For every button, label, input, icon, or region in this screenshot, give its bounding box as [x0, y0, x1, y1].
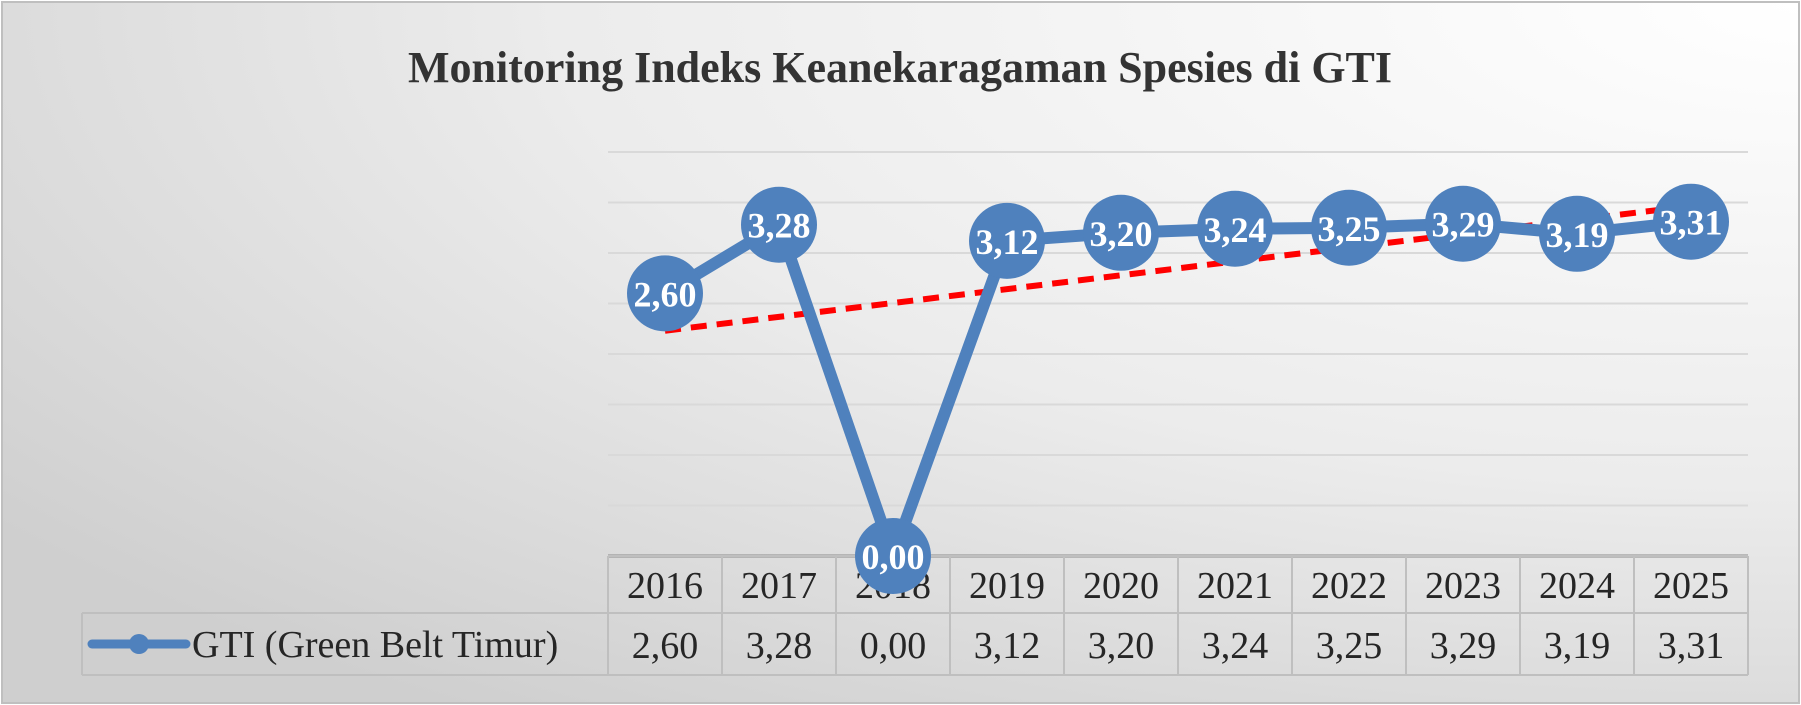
data-point [1539, 195, 1615, 272]
table-cell-value: 3,31 [1658, 625, 1725, 667]
data-label: 3,24 [1204, 210, 1267, 250]
data-label: 3,19 [1546, 215, 1609, 255]
data-label: 3,31 [1660, 203, 1723, 243]
table-cell-value: 3,25 [1316, 625, 1383, 667]
table-cell-value: 3,12 [974, 625, 1041, 667]
data-point [1311, 189, 1387, 266]
table-cell-value: 2,60 [632, 625, 699, 667]
data-point [1425, 185, 1501, 262]
series-gti: 2,60 3,28 0,00 3,12 3,20 3,24 3,25 3,29 3,19 3,31 [627, 183, 1729, 594]
data-label: 3,28 [748, 206, 811, 246]
data-table: 20162,6020173,2820180,0020193,1220203,20… [81, 555, 1749, 676]
data-point [1083, 194, 1159, 271]
series-line [661, 215, 1692, 562]
table-cell-value: 3,19 [1544, 625, 1611, 667]
data-point [1653, 183, 1729, 260]
legend-dot-marker [129, 634, 149, 654]
x-tick-label: 2025 [1653, 565, 1729, 607]
x-tick-label: 2017 [741, 565, 817, 607]
data-point [969, 202, 1045, 279]
table-cell-value: 3,20 [1088, 625, 1155, 667]
x-tick-label: 2022 [1311, 565, 1387, 607]
data-point [855, 518, 931, 594]
x-tick-label: 2024 [1539, 565, 1615, 607]
data-label: 3,12 [976, 222, 1039, 262]
x-tick-label: 2023 [1425, 565, 1501, 607]
data-point [627, 255, 703, 332]
data-label: 0,00 [862, 537, 925, 577]
x-tick-label: 2021 [1197, 565, 1273, 607]
x-tick-label: 2020 [1083, 565, 1159, 607]
legend-label: GTI (Green Belt Timur) [192, 624, 558, 666]
data-label: 3,29 [1432, 205, 1495, 245]
chart-title: Monitoring Indeks Keanekaragaman Spesies… [408, 43, 1392, 92]
table-cell-value: 3,28 [746, 625, 813, 667]
data-label: 2,60 [634, 274, 697, 314]
table-cell-value: 0,00 [860, 625, 927, 667]
data-label: 3,25 [1318, 209, 1381, 249]
x-tick-label: 2019 [969, 565, 1045, 607]
data-point [741, 186, 817, 263]
data-label: 3,20 [1090, 214, 1153, 254]
table-cell-value: 3,24 [1202, 625, 1269, 667]
data-point [1197, 190, 1273, 267]
table-cell-value: 3,29 [1430, 625, 1497, 667]
x-tick-label: 2016 [627, 565, 703, 607]
